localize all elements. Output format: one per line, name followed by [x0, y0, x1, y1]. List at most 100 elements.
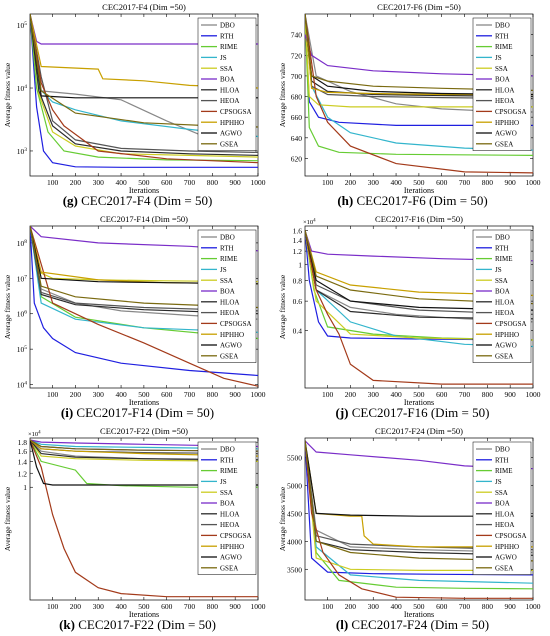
legend-label: SSA — [220, 65, 233, 73]
y-axis-label: Average fitness value — [278, 62, 287, 127]
y-tick-label: 108 — [17, 239, 28, 248]
y-tick-label: 1.2 — [293, 247, 303, 256]
legend-label: RIME — [495, 255, 513, 263]
y-tick-label: 5000 — [287, 481, 302, 490]
legend — [197, 229, 257, 363]
legend-label: HEOA — [220, 97, 239, 105]
chart-caption: (l) CEC2017-F24 (Dim = 50) — [335, 617, 490, 632]
x-tick-label: 300 — [368, 602, 380, 611]
chart-title: CEC2017-F24 (Dim =50) — [375, 426, 463, 436]
x-tick-label: 100 — [47, 390, 59, 399]
legend-label: HLOA — [220, 86, 239, 94]
chart-panel-f14: CEC2017-F14 (Dim =50) 100 200 300 400 500 600 7… — [0, 212, 275, 424]
x-tick-label: 100 — [322, 178, 334, 187]
chart-plot: CEC2017-F24 (Dim =50) 100 200 300 400 500 600 7… — [278, 426, 541, 619]
legend-label: DBO — [495, 234, 510, 242]
legend-label: SSA — [220, 277, 233, 285]
legend — [472, 441, 532, 575]
x-tick-label: 800 — [482, 602, 494, 611]
series-group — [30, 439, 258, 598]
chart-title: CEC2017-F22 (Dim =50) — [100, 426, 188, 436]
x-tick-label: 100 — [322, 602, 334, 611]
x-tick-label: 500 — [413, 178, 425, 187]
chart-caption: (j) CEC2017-F16 (Dim = 50) — [335, 405, 490, 420]
series-line-hphho — [305, 230, 533, 296]
x-tick-label: 100 — [47, 602, 59, 611]
y-tick-label: 1.6 — [18, 447, 28, 456]
legend-label: AGWO — [220, 342, 242, 350]
legend-label: RTH — [495, 244, 509, 252]
series-line-gsea — [305, 230, 533, 305]
x-tick-label: 1000 — [526, 390, 541, 399]
x-tick-label: 500 — [413, 390, 425, 399]
x-tick-label: 700 — [184, 602, 196, 611]
legend-label: DBO — [495, 22, 510, 30]
legend-label: RTH — [220, 32, 234, 40]
legend-label: BOA — [495, 288, 510, 296]
series-line-ssa — [305, 440, 533, 571]
x-tick-label: 600 — [161, 602, 173, 611]
legend — [472, 17, 532, 151]
chart-caption: (h) CEC2017-F6 (Dim = 50) — [337, 193, 488, 208]
y-tick-label: 1.4 — [293, 236, 303, 245]
y-tick-label: 103 — [17, 147, 28, 156]
series-line-agwo — [305, 440, 533, 517]
legend-label: HEOA — [495, 521, 514, 529]
y-tick-label: 1.6 — [293, 226, 303, 235]
x-tick-label: 400 — [115, 390, 127, 399]
x-tick-label: 100 — [47, 178, 59, 187]
x-tick-label: 800 — [207, 390, 219, 399]
legend-label: RIME — [220, 467, 238, 475]
series-line-js — [30, 439, 258, 450]
series-line-rth — [30, 14, 258, 168]
legend-label: HLOA — [220, 298, 239, 306]
legend-label: JS — [220, 266, 227, 274]
x-tick-label: 900 — [230, 602, 242, 611]
y-tick-label: 105 — [17, 21, 28, 30]
legend-label: CPSOGSA — [495, 320, 527, 328]
x-tick-label: 400 — [390, 602, 402, 611]
x-tick-label: 900 — [505, 178, 517, 187]
legend-label: CPSOGSA — [220, 108, 252, 116]
chart-caption: (g) CEC2017-F4 (Dim = 50) — [62, 193, 213, 208]
series-line-ssa — [305, 230, 533, 341]
chart-title: CEC2017-F4 (Dim =50) — [102, 2, 186, 12]
series-group — [305, 14, 533, 174]
legend-label: BOA — [220, 500, 235, 508]
series-line-rime — [30, 14, 258, 162]
legend-label: HLOA — [495, 298, 514, 306]
legend-label: HEOA — [220, 309, 239, 317]
legend-label: JS — [220, 478, 227, 486]
y-tick-label: 620 — [291, 154, 303, 163]
legend-label: BOA — [495, 76, 510, 84]
series-line-heoa — [30, 14, 258, 153]
x-tick-label: 200 — [345, 390, 357, 399]
legend-label: CPSOGSA — [220, 320, 252, 328]
legend-label: AGWO — [220, 554, 242, 562]
legend-label: RIME — [220, 43, 238, 51]
x-tick-label: 300 — [93, 178, 105, 187]
x-tick-label: 300 — [93, 602, 105, 611]
chart-plot: CEC2017-F4 (Dim =50) 100 200 300 400 500 600 70… — [3, 2, 266, 195]
series-line-gsea — [305, 440, 533, 562]
legend-label: RTH — [220, 456, 234, 464]
y-tick-label: 720 — [291, 51, 303, 60]
series-line-cpsogsa — [30, 14, 258, 164]
x-tick-label: 400 — [115, 602, 127, 611]
series-line-rime — [30, 439, 258, 488]
x-tick-label: 700 — [459, 178, 471, 187]
y-tick-label: 640 — [291, 134, 303, 143]
legend-label: RTH — [495, 456, 509, 464]
y-tick-label: 740 — [291, 31, 303, 40]
series-line-agwo — [30, 439, 258, 486]
chart-panel-f16: CEC2017-F16 (Dim =50) 100 200 300 400 500 600 7… — [275, 212, 550, 424]
x-tick-label: 900 — [505, 602, 517, 611]
x-tick-label: 100 — [322, 390, 334, 399]
series-line-cpsogsa — [305, 230, 533, 385]
y-tick-label: 1 — [298, 260, 302, 269]
legend-label: SSA — [495, 277, 508, 285]
legend-label: JS — [220, 54, 227, 62]
legend-label: DBO — [220, 446, 235, 454]
y-tick-label: 1.4 — [18, 457, 28, 466]
legend-label: HLOA — [495, 86, 514, 94]
